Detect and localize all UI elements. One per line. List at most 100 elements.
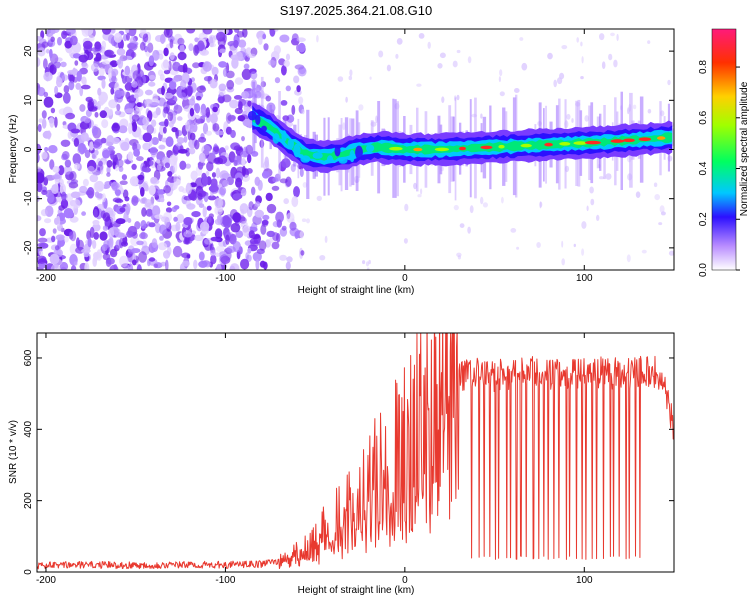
noise-cell: [49, 48, 53, 59]
noise-cell: [124, 108, 135, 114]
noise-cell: [276, 219, 282, 228]
noise-speckle: [417, 194, 422, 198]
noise-cell: [285, 53, 291, 61]
noise-speckle: [626, 254, 631, 263]
noise-cell: [123, 264, 130, 270]
noise-cell: [200, 109, 206, 116]
noise-cell: [50, 264, 61, 270]
ridge-blob: [255, 114, 261, 126]
noise-cell: [271, 241, 280, 250]
noise-cell: [167, 111, 174, 122]
ridge-core: [638, 137, 652, 141]
noise-speckle: [580, 76, 584, 80]
noise-cell: [212, 106, 218, 113]
noise-speckle: [302, 182, 308, 188]
noise-cell: [47, 130, 51, 140]
noise-cell: [222, 68, 228, 77]
noise-cell: [246, 106, 251, 114]
noise-speckle: [453, 204, 459, 211]
noise-cell: [98, 160, 103, 167]
noise-cell: [128, 29, 137, 37]
noise-cell: [207, 195, 217, 201]
noise-cell: [55, 234, 65, 241]
noise-speckle: [581, 221, 587, 229]
noise-cell: [205, 130, 212, 136]
noise-speckle: [573, 243, 576, 248]
noise-speckle: [301, 218, 307, 222]
noise-cell: [293, 186, 300, 198]
noise-cell: [146, 221, 151, 227]
noise-cell: [131, 163, 137, 170]
noise-cell: [158, 53, 164, 60]
noise-cell: [60, 61, 67, 68]
noise-speckle: [345, 96, 348, 103]
noise-cell: [121, 73, 127, 84]
noise-cell: [94, 180, 105, 192]
noise-cell: [229, 99, 239, 109]
noise-cell: [262, 33, 267, 40]
noise-cell: [176, 213, 185, 224]
noise-cell: [43, 71, 53, 82]
noise-cell: [115, 218, 126, 225]
noise-cell: [148, 185, 156, 196]
noise-speckle: [375, 115, 378, 124]
noise-cell: [219, 186, 227, 196]
noise-cell: [298, 66, 306, 75]
noise-cell: [175, 221, 181, 232]
noise-cell: [57, 36, 62, 46]
noise-cell: [155, 107, 161, 116]
ridge-core: [559, 142, 571, 146]
noise-cell: [131, 195, 139, 207]
noise-cell: [177, 37, 185, 46]
noise-cell: [102, 212, 111, 222]
noise-cell: [51, 235, 56, 243]
noise-cell: [149, 146, 158, 156]
noise-cell: [199, 221, 210, 232]
noise-cell: [41, 41, 49, 48]
ridge-blob: [312, 152, 323, 159]
noise-cell: [81, 84, 91, 90]
noise-speckle: [501, 196, 504, 204]
noise-cell: [140, 187, 145, 197]
noise-cell: [105, 141, 113, 147]
noise-cell: [58, 212, 66, 222]
noise-speckle: [324, 235, 328, 243]
noise-cell: [163, 106, 170, 114]
noise-cell: [165, 207, 173, 213]
noise-cell: [124, 82, 134, 91]
ridge-core: [573, 141, 588, 145]
spectrogram-x-tick-label: 100: [576, 273, 593, 284]
spectrogram-y-tick-label: 0: [23, 146, 34, 152]
noise-cell: [206, 205, 212, 211]
noise-cell: [119, 255, 129, 267]
noise-cell: [229, 263, 240, 270]
ridge-core: [498, 144, 505, 149]
noise-cell: [116, 158, 124, 168]
noise-cell: [163, 250, 171, 259]
noise-cell: [124, 65, 131, 76]
ridge-blob: [327, 155, 333, 164]
noise-speckle: [366, 267, 370, 270]
noise-cell: [216, 31, 226, 42]
noise-cell: [78, 54, 89, 63]
noise-cell: [169, 52, 175, 61]
noise-cell: [111, 68, 119, 77]
noise-cell: [157, 242, 168, 251]
spectrogram-x-axis: -200 -100 0 100: [36, 29, 593, 284]
noise-cell: [116, 103, 121, 111]
noise-speckle: [469, 205, 474, 214]
noise-cell: [261, 221, 269, 227]
noise-cell: [115, 232, 125, 238]
noise-cell: [180, 92, 187, 100]
noise-cell: [163, 29, 173, 38]
noise-cell: [92, 223, 101, 232]
noise-cell: [73, 261, 78, 266]
noise-cell: [210, 249, 216, 257]
noise-cell: [79, 86, 84, 97]
noise-cell: [50, 36, 55, 43]
noise-cell: [169, 80, 177, 90]
noise-speckle: [319, 255, 326, 261]
noise-cell: [226, 246, 236, 253]
ridge-blob: [366, 144, 375, 152]
noise-speckle: [378, 50, 384, 58]
